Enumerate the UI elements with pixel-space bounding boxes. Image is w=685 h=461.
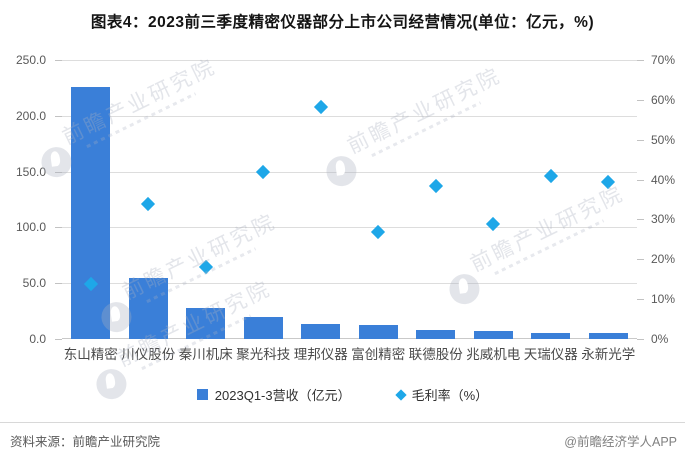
gridline	[62, 171, 637, 173]
y-tick-label-left: 250.0	[15, 53, 46, 67]
legend-item-margin: 毛利率（%）	[394, 385, 489, 404]
gross-margin-point	[428, 178, 443, 194]
y-axis-tick-left	[55, 60, 62, 61]
gross-margin-point	[601, 174, 616, 189]
revenue-bar	[186, 307, 226, 339]
gridline	[62, 338, 637, 339]
y-tick-label-left: 0.0	[29, 332, 46, 346]
y-tick-label-left: 50.0	[22, 276, 46, 291]
revenue-bar	[473, 330, 513, 339]
legend-bar-marker	[196, 389, 208, 400]
y-tick-label-right: 20%	[651, 252, 676, 267]
footer-divider	[0, 422, 685, 423]
y-tick-label-right: 40%	[651, 172, 676, 187]
category-label: 聚光科技	[236, 347, 291, 362]
y-axis-tick-right	[637, 299, 644, 301]
gross-margin-point	[141, 196, 156, 211]
gridline	[62, 60, 637, 61]
x-axis: 东山精密 川仪股份 秦川机床 聚光科技 理邦仪器 富创精密 联德股份 兆威机电 天瑞仪器 永新光学	[62, 345, 637, 365]
revenue-bar	[531, 332, 571, 339]
category-label: 理邦仪器	[293, 347, 348, 362]
y-axis-tick-right	[637, 60, 644, 61]
revenue-bar	[128, 278, 168, 339]
y-axis-tick-right	[637, 219, 644, 221]
y-tick-label-right: 70%	[651, 53, 676, 67]
y-axis-tick-right	[637, 339, 644, 340]
y-tick-label-left: 200.0	[15, 108, 46, 123]
y-axis-tick-right	[637, 179, 644, 181]
legend-scatter-label: 毛利率（%）	[411, 388, 489, 403]
y-axis-left: 250.0 200.0 150.0 100.0 50.0 0.0	[0, 53, 54, 346]
gross-margin-point	[313, 100, 328, 115]
y-axis-tick-right	[637, 139, 644, 141]
y-axis-tick-left	[55, 115, 62, 117]
revenue-bar	[71, 87, 111, 339]
y-axis-tick-right	[637, 259, 644, 261]
gross-margin-point	[256, 165, 271, 180]
gridline	[62, 227, 637, 229]
y-tick-label-left: 150.0	[15, 164, 46, 179]
revenue-bar	[588, 332, 628, 339]
source-note: 资料来源：前瞻产业研究院	[10, 435, 161, 449]
y-tick-label-right: 10%	[651, 292, 676, 307]
legend: 2023Q1-3营收（亿元） 毛利率（%）	[0, 385, 685, 404]
y-axis-tick-left	[55, 171, 62, 173]
legend-item-revenue: 2023Q1-3营收（亿元）	[196, 385, 351, 404]
y-axis-tick-left	[55, 283, 62, 285]
y-tick-label-right: 60%	[651, 92, 676, 107]
y-axis-tick-left	[55, 227, 62, 229]
revenue-bar	[416, 329, 456, 339]
category-label: 天瑞仪器	[523, 347, 578, 362]
category-label: 川仪股份	[121, 347, 176, 362]
gross-margin-point	[198, 260, 213, 275]
category-label: 永新光学	[581, 347, 636, 362]
plot-area	[55, 60, 644, 340]
category-label: 联德股份	[408, 347, 463, 362]
category-label: 东山精密	[63, 347, 118, 362]
category-label: 富创精密	[351, 347, 406, 362]
y-axis-tick-left	[55, 339, 62, 340]
credit-note: @前瞻经济学人APP	[564, 435, 677, 449]
revenue-bar	[358, 325, 398, 339]
category-label: 秦川机床	[178, 347, 233, 362]
y-axis-tick-right	[637, 99, 644, 101]
legend-bar-label: 2023Q1-3营收（亿元）	[214, 388, 351, 403]
y-tick-label-right: 0%	[651, 332, 669, 346]
gridline	[62, 115, 637, 117]
revenue-bar	[301, 324, 341, 339]
gross-margin-point	[486, 216, 501, 231]
y-tick-label-right: 50%	[651, 132, 676, 147]
category-label: 兆威机电	[466, 347, 521, 362]
gridline	[62, 283, 637, 285]
y-tick-label-right: 30%	[651, 212, 676, 227]
y-tick-label-left: 100.0	[15, 220, 46, 235]
revenue-bar	[243, 317, 283, 339]
legend-scatter-marker	[394, 388, 407, 401]
y-axis-right: 70% 60% 50% 40% 30% 20% 10% 0%	[645, 53, 685, 346]
chart-title: 图表4：2023前三季度精密仪器部分上市公司经营情况(单位：亿元，%)	[90, 14, 595, 31]
